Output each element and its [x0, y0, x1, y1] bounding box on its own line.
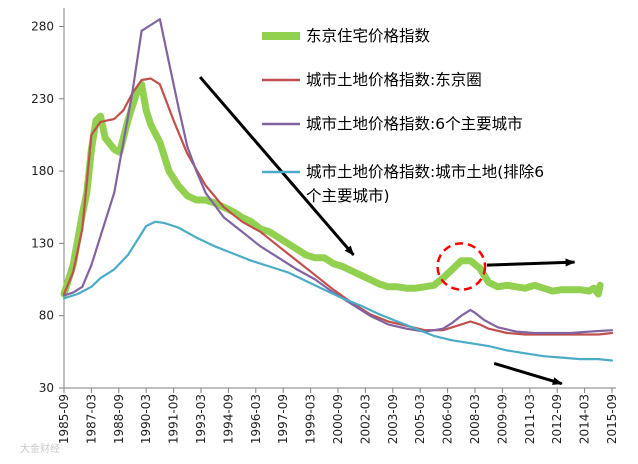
legend-label-1: 东京住宅价格指数: [306, 27, 431, 45]
x-tick-label: 2008-03: [468, 394, 482, 444]
y-tick-label: 130: [31, 236, 54, 250]
series-1-line: [60, 80, 604, 298]
x-tick-label: 1985-09: [57, 394, 71, 444]
x-tick-label: 2003-09: [386, 394, 400, 444]
x-tick-label: 1994-09: [221, 394, 235, 444]
x-tick-label: 1996-03: [249, 394, 263, 444]
axes: [59, 8, 616, 393]
trend-arrow: [486, 258, 576, 267]
x-tick-label: 1993-03: [194, 394, 208, 444]
x-tick-label: 2015-09: [605, 394, 619, 444]
x-tick-label: 2005-03: [413, 394, 427, 444]
series-3-line: [62, 18, 614, 335]
trend-arrow: [198, 76, 355, 256]
tick-labels: 30 80 130 180 230 280 1985-09 1987-03 1988-09 199…: [31, 19, 619, 444]
x-tick-label: 2006-09: [441, 394, 455, 444]
y-tick-label: 280: [31, 19, 54, 33]
x-tick-label: 1990-03: [139, 394, 153, 444]
x-tick-label: 2011-03: [523, 394, 537, 444]
x-tick-label: 1999-03: [304, 394, 318, 444]
series-4-line: [62, 220, 614, 362]
y-tick-label: 230: [31, 92, 54, 106]
x-tick-label: 2014-03: [578, 394, 592, 444]
trend-arrow: [493, 361, 563, 386]
x-tick-label: 2009-09: [495, 394, 509, 444]
watermark-text: 大金财经: [20, 442, 60, 455]
series-group: [60, 18, 614, 362]
x-tick-label: 2000-09: [331, 394, 345, 444]
legend-label-3: 城市土地价格指数:6个主要城市: [306, 115, 523, 133]
legend-label-2: 城市土地价格指数:东京圈: [306, 71, 482, 89]
annotations: [198, 76, 576, 386]
x-tick-label: 1991-09: [167, 394, 181, 444]
legend: 东京住宅价格指数城市土地价格指数:东京圈城市土地价格指数:6个主要城市城市土地价…: [262, 27, 544, 205]
legend-label-4: 城市土地价格指数:城市土地(排除6 个主要城市): [306, 163, 544, 205]
x-tick-label: 1987-03: [84, 394, 98, 444]
x-tick-label: 2002-03: [358, 394, 372, 444]
x-tick-label: 1997-09: [276, 394, 290, 444]
x-tick-label: 1988-09: [112, 394, 126, 444]
y-tick-label: 80: [39, 309, 54, 323]
series-2-line: [62, 77, 614, 336]
highlight-ellipse: [436, 242, 487, 291]
y-tick-label: 30: [39, 381, 54, 395]
watermark: 大金财经: [20, 442, 60, 455]
x-tick-label: 2012-09: [550, 394, 564, 444]
y-tick-label: 180: [31, 164, 54, 178]
